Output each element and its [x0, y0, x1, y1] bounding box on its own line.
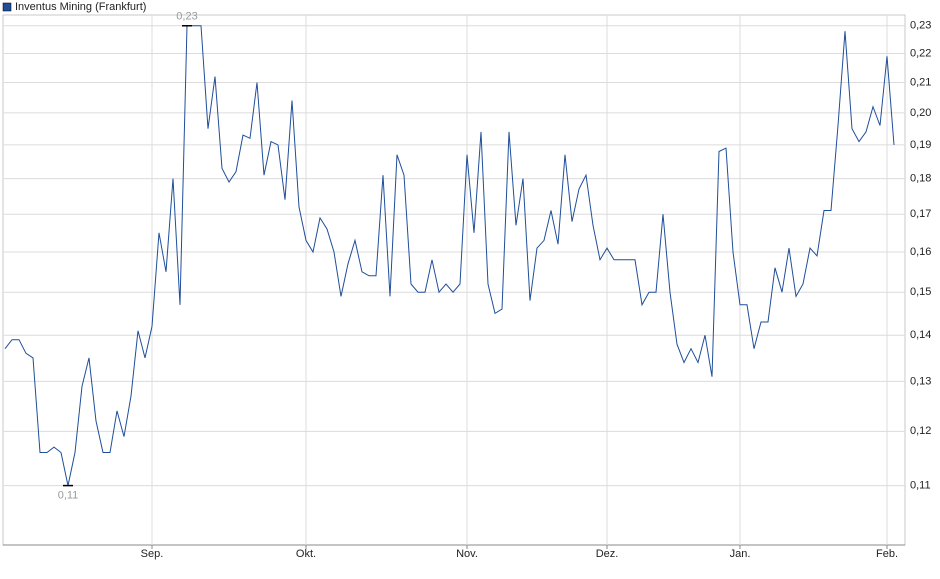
y-tick-label: 0,23: [910, 20, 931, 32]
legend-swatch: [2, 2, 12, 12]
y-tick-label: 0,20: [910, 107, 931, 119]
x-tick-label: Dez.: [596, 548, 619, 560]
x-tick-label: Okt.: [296, 548, 316, 560]
y-tick-label: 0,14: [910, 329, 931, 341]
plot-frame: [2, 14, 906, 546]
price-line: [4, 25, 895, 486]
y-tick-label: 0,16: [910, 246, 931, 258]
y-tick-label: 0,22: [910, 47, 931, 59]
x-tick-label: Jan.: [730, 548, 751, 560]
y-tick-label: 0,11: [910, 479, 931, 491]
value-label: 0,11: [58, 489, 79, 501]
legend-label: Inventus Mining (Frankfurt): [15, 1, 146, 13]
y-tick-label: 0,19: [910, 139, 931, 151]
y-tick-label: 0,21: [910, 76, 931, 88]
y-tick-label: 0,17: [910, 208, 931, 220]
x-tick-label: Feb.: [876, 548, 898, 560]
y-tick-label: 0,13: [910, 375, 931, 387]
value-label: 0,23: [176, 11, 197, 23]
y-tick-label: 0,18: [910, 172, 931, 184]
x-tick-label: Sep.: [141, 548, 164, 560]
y-tick-label: 0,12: [910, 425, 931, 437]
y-tick-label: 0,15: [910, 286, 931, 298]
x-tick-label: Nov.: [456, 548, 478, 560]
